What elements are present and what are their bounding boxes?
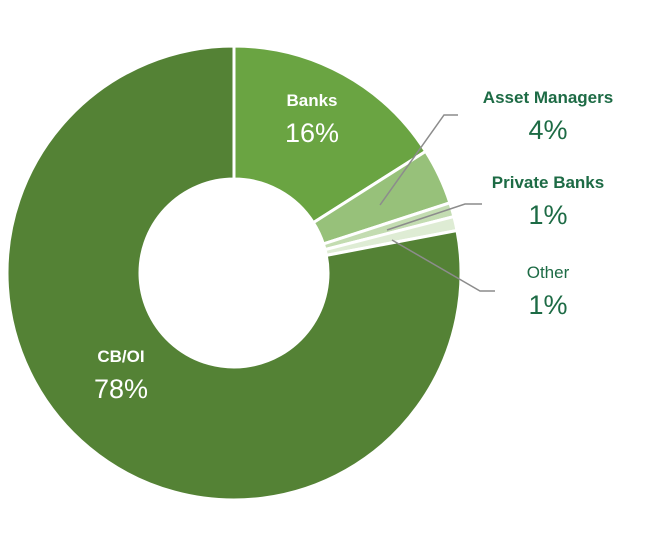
slice-value-asset-managers: 4% [528, 115, 567, 145]
leader-lines [379, 114, 495, 292]
slice-value-cb-oi: 78% [94, 374, 148, 404]
slice-label-other: Other [527, 263, 570, 282]
slice-label-asset-managers: Asset Managers [483, 88, 613, 107]
slice-label-banks: Banks [286, 91, 337, 110]
data-labels: Banks 16% Asset Managers 4% Private Bank… [94, 88, 613, 404]
slice-value-private-banks: 1% [528, 200, 567, 230]
slice-label-cb-oi: CB/OI [97, 347, 144, 366]
slices [5, 44, 463, 502]
slice-value-banks: 16% [285, 118, 339, 148]
slice-banks [232, 44, 428, 225]
leader-line-private-banks [386, 203, 482, 231]
slice-cb-oi [5, 44, 463, 502]
slice-label-private-banks: Private Banks [492, 173, 604, 192]
leader-line-asset-managers [379, 114, 458, 206]
leader-line-other [391, 239, 495, 292]
slice-value-other: 1% [528, 290, 567, 320]
